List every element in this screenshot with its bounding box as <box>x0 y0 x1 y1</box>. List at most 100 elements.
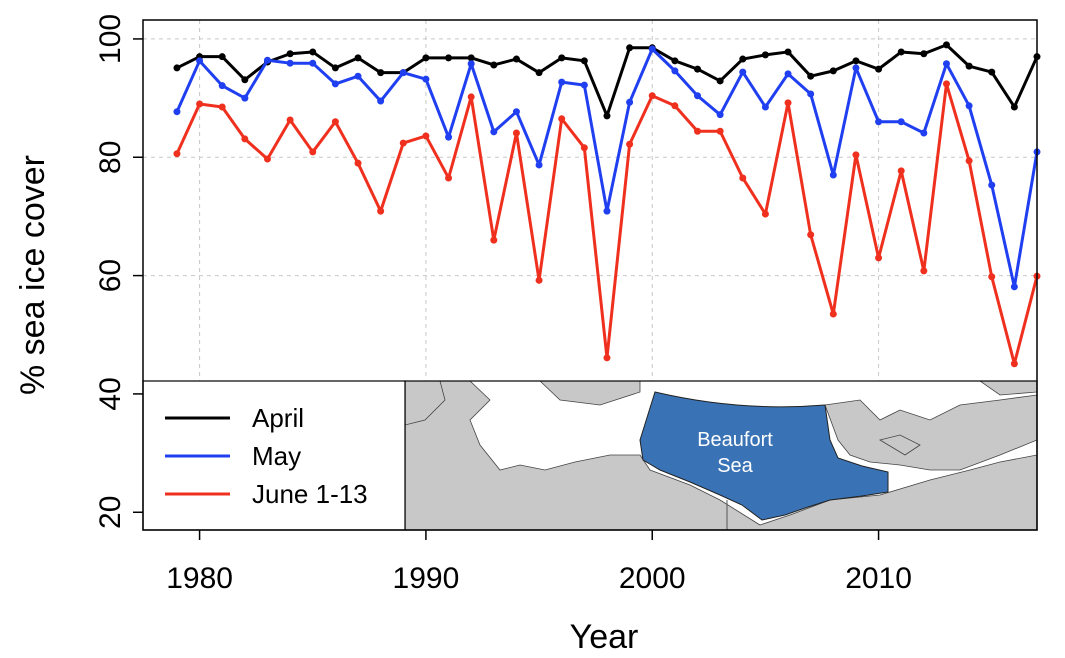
data-point <box>716 127 724 135</box>
data-point <box>852 57 860 65</box>
data-point <box>897 48 905 56</box>
x-axis-label: Year <box>570 618 639 656</box>
data-point <box>920 267 928 275</box>
data-point <box>988 273 996 281</box>
data-point <box>173 150 181 158</box>
map-label: Sea <box>717 455 753 477</box>
data-point <box>196 57 204 65</box>
data-point <box>196 100 204 108</box>
data-point <box>829 67 837 75</box>
land <box>878 381 1037 456</box>
data-point <box>852 151 860 159</box>
data-point <box>784 99 792 107</box>
data-point <box>829 310 837 318</box>
data-point <box>445 133 453 141</box>
data-point <box>309 59 317 67</box>
data-point <box>535 276 543 284</box>
data-point <box>309 48 317 56</box>
data-point <box>331 64 339 72</box>
data-point <box>784 48 792 56</box>
data-point <box>875 65 883 73</box>
data-point <box>965 157 973 165</box>
data-point <box>422 54 430 62</box>
map-label: Beaufort <box>697 429 773 451</box>
data-point <box>694 92 702 100</box>
data-point <box>852 64 860 72</box>
data-point <box>716 111 724 119</box>
y-axis-label: % sea ice cover <box>14 155 52 395</box>
legend: April May June 1-13 <box>142 380 406 531</box>
data-point <box>512 55 520 63</box>
data-point <box>648 92 656 100</box>
series-line <box>176 43 1039 118</box>
data-point <box>558 78 566 86</box>
data-point <box>467 60 475 68</box>
data-point <box>603 354 611 362</box>
data-point <box>241 94 249 102</box>
data-point <box>558 54 566 62</box>
data-point <box>218 103 226 111</box>
data-point <box>671 57 679 65</box>
data-point <box>1010 360 1018 368</box>
data-point <box>580 144 588 152</box>
data-point <box>286 116 294 124</box>
x-tick-label: 1990 <box>393 562 460 595</box>
data-point <box>512 129 520 137</box>
data-point <box>399 69 407 77</box>
data-point <box>218 82 226 90</box>
data-point <box>761 51 769 59</box>
data-point <box>445 174 453 182</box>
data-point <box>377 69 385 77</box>
data-point <box>354 159 362 167</box>
y-tick-label: 40 <box>94 377 127 410</box>
data-point <box>286 59 294 67</box>
land <box>824 394 1037 471</box>
data-point <box>671 102 679 110</box>
data-point <box>490 128 498 136</box>
data-point <box>354 72 362 80</box>
data-point <box>988 68 996 76</box>
data-point <box>263 56 271 64</box>
series-line <box>175 47 1039 289</box>
data-point <box>354 54 362 62</box>
data-point <box>467 54 475 62</box>
data-point <box>331 118 339 126</box>
data-point <box>603 112 611 120</box>
data-point <box>761 210 769 218</box>
data-point <box>739 68 747 76</box>
series-group <box>173 41 1041 368</box>
legend-label: April <box>252 403 304 433</box>
data-point <box>807 231 815 239</box>
data-point <box>535 69 543 77</box>
data-point <box>535 161 543 169</box>
data-point <box>263 155 271 163</box>
data-point <box>580 57 588 65</box>
data-point <box>626 98 634 106</box>
data-point <box>241 76 249 84</box>
data-point <box>942 80 950 88</box>
y-tick-label: 100 <box>94 14 127 64</box>
data-point <box>173 64 181 72</box>
data-point <box>648 45 656 53</box>
data-point <box>1010 103 1018 111</box>
x-tick-label: 2000 <box>619 562 686 595</box>
data-point <box>694 65 702 73</box>
legend-label: May <box>252 441 301 471</box>
data-point <box>897 167 905 175</box>
data-point <box>671 67 679 75</box>
data-point <box>761 103 769 111</box>
data-point <box>512 108 520 116</box>
data-point <box>739 55 747 63</box>
data-point <box>829 171 837 179</box>
y-tick-label: 60 <box>94 259 127 292</box>
data-point <box>377 97 385 105</box>
data-point <box>942 60 950 68</box>
data-point <box>988 181 996 189</box>
data-point <box>739 174 747 182</box>
data-point <box>807 72 815 80</box>
beaufort-sea <box>639 391 889 521</box>
data-point <box>784 70 792 78</box>
data-point <box>920 129 928 137</box>
data-point <box>490 61 498 69</box>
